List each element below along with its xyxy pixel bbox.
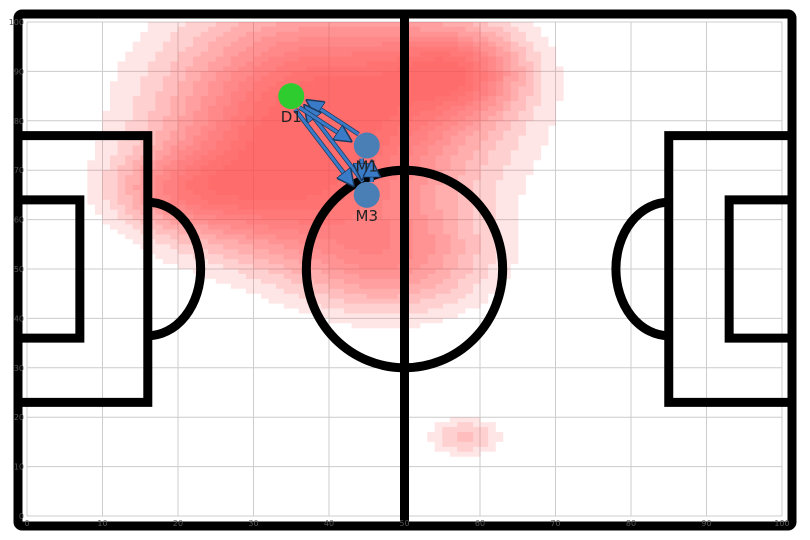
x-tick-label: 50	[399, 519, 409, 528]
heat-level	[102, 22, 542, 452]
pitch	[13, 9, 797, 531]
y-tick-label: 50	[14, 265, 24, 274]
y-tick-label: 70	[14, 166, 24, 175]
player-node: M3	[353, 181, 380, 225]
left-penalty-area	[18, 131, 153, 407]
y-tick-label: 80	[14, 117, 24, 126]
player-label: M1	[356, 158, 379, 176]
heat-level	[162, 41, 496, 255]
heat-level	[87, 22, 564, 457]
heat-contour	[132, 22, 519, 289]
center-circle	[301, 165, 508, 373]
player-marker	[353, 132, 380, 159]
y-tick-label: 10	[14, 463, 24, 472]
tick-labels: 0 10 20 30 40 50 60 70 80 90 100 0 10 20 30 40 50 60 70 80 9…	[9, 18, 790, 528]
y-tick-label: 40	[14, 314, 24, 323]
heat-contour	[102, 22, 542, 452]
y-tick-label: 20	[14, 413, 24, 422]
x-tick-label: 20	[173, 519, 183, 528]
player-marker	[353, 181, 380, 208]
y-tick-label: 0	[19, 512, 24, 521]
left-goal-area	[18, 195, 85, 343]
player-marker	[278, 83, 305, 110]
heat-contour	[117, 22, 534, 442]
left-penalty-arc	[147, 197, 206, 341]
heat-level	[117, 22, 534, 442]
x-tick-label: 0	[24, 519, 29, 528]
y-tick-label: 30	[14, 364, 24, 373]
player-label: M3	[356, 207, 379, 225]
pass-arrow	[298, 106, 349, 140]
heat-level	[125, 22, 526, 299]
heat-contour	[87, 22, 564, 457]
right-penalty-arc	[611, 197, 669, 341]
y-tick-label: 90	[14, 67, 24, 76]
x-tick-label: 70	[550, 519, 560, 528]
player-node: D1	[278, 83, 305, 126]
x-tick-label: 90	[701, 519, 711, 528]
passes	[293, 101, 372, 184]
x-tick-label: 100	[774, 519, 789, 528]
y-tick-label: 60	[14, 216, 24, 225]
x-tick-label: 40	[324, 519, 334, 528]
heat-contour	[162, 41, 496, 255]
heatmap	[87, 22, 564, 457]
heat-level	[132, 22, 519, 289]
player-node: M1	[353, 132, 380, 176]
players: D1 M1 M3	[278, 83, 380, 225]
heat-contour	[125, 22, 526, 299]
x-tick-label: 60	[475, 519, 485, 528]
x-tick-label: 30	[248, 519, 258, 528]
pass-arrow	[293, 108, 352, 184]
y-tick-label: 100	[9, 18, 24, 27]
x-tick-label: 10	[97, 519, 107, 528]
x-tick-label: 80	[626, 519, 636, 528]
player-label: D1	[281, 108, 302, 126]
right-goal-area	[724, 195, 792, 343]
right-penalty-area	[664, 131, 792, 407]
